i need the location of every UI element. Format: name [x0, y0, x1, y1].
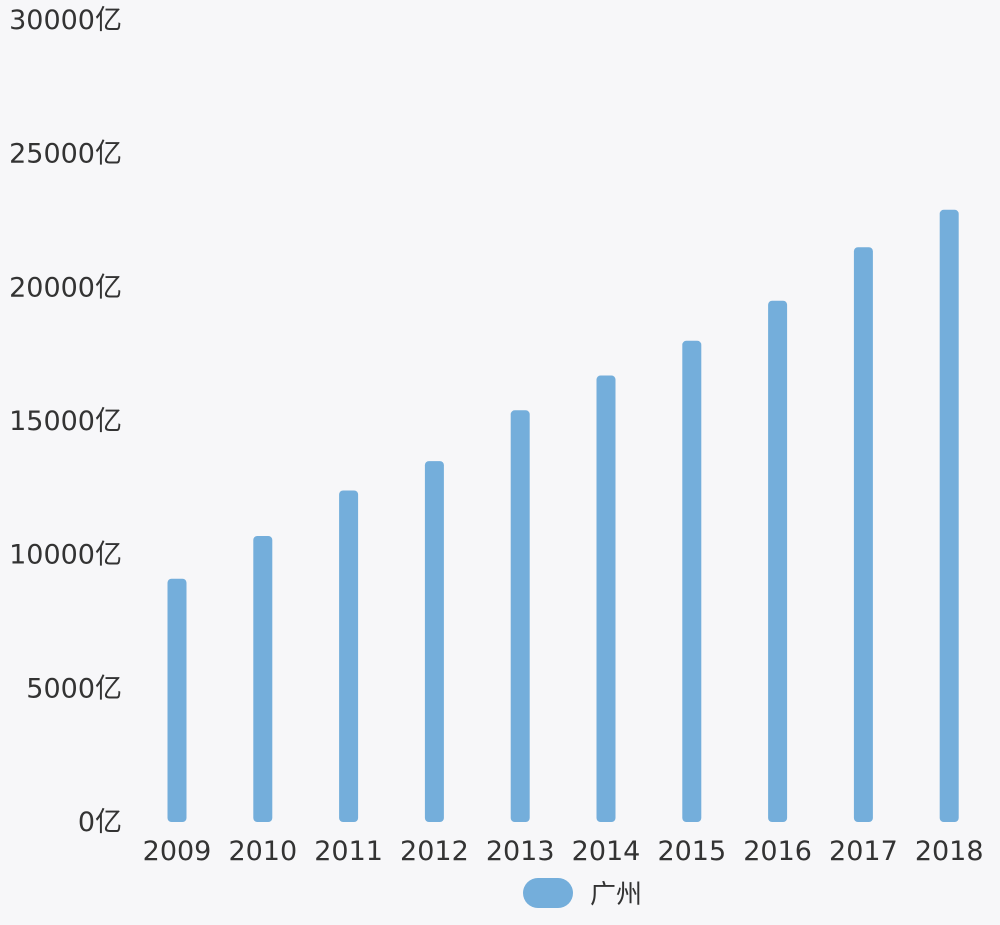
x-tick-label: 2014	[572, 836, 641, 867]
legend-label: 广州	[590, 880, 642, 910]
x-tick-label: 2009	[143, 836, 212, 867]
bar-2017	[853, 247, 873, 822]
legend-swatch	[523, 878, 573, 908]
y-tick-label: 5000亿	[26, 673, 122, 704]
bar-2018	[939, 209, 959, 823]
x-tick-label: 2010	[228, 836, 297, 867]
x-tick-label: 2013	[486, 836, 555, 867]
bar-series	[167, 209, 959, 823]
x-tick-label: 2012	[400, 836, 469, 867]
bar-2015	[682, 340, 702, 822]
bar-2016	[768, 300, 788, 822]
x-tick-label: 2018	[915, 836, 984, 867]
x-axis-ticks: 2009 2010 2011 2012 2013 2014 2015 2016 2017 2018	[143, 836, 984, 867]
bar-2011	[339, 490, 359, 822]
bar-2010	[253, 535, 273, 822]
y-axis-ticks: 0亿 5000亿 10000亿 15000亿 20000亿 25000亿 30000亿	[9, 5, 122, 838]
x-tick-label: 2017	[829, 836, 898, 867]
y-tick-label: 15000亿	[9, 406, 122, 437]
bar-2012	[424, 461, 444, 822]
legend: 广州	[523, 878, 642, 910]
y-tick-label: 0亿	[78, 807, 122, 838]
y-tick-label: 30000亿	[9, 5, 122, 36]
x-tick-label: 2011	[314, 836, 383, 867]
x-tick-label: 2015	[657, 836, 726, 867]
bar-2014	[596, 375, 616, 822]
y-tick-label: 25000亿	[9, 139, 122, 170]
y-tick-label: 20000亿	[9, 272, 122, 303]
bar-2009	[167, 578, 187, 822]
bar-2013	[510, 410, 530, 822]
y-tick-label: 10000亿	[9, 540, 122, 571]
x-tick-label: 2016	[743, 836, 812, 867]
